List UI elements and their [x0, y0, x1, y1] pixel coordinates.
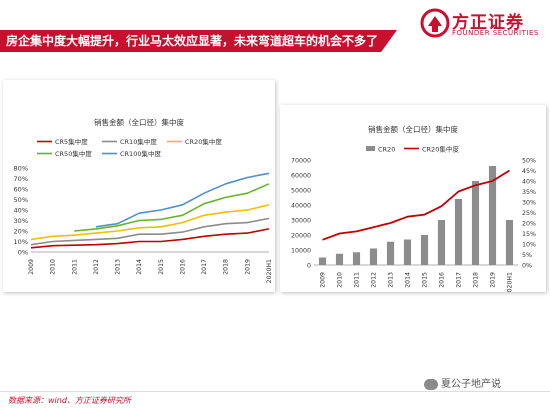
wechat-icon [424, 378, 438, 390]
y-tick-label: 0 [307, 263, 311, 270]
x-tick-label: 2020H1 [507, 272, 514, 292]
y-tick-label: 70000 [291, 158, 311, 165]
bar [505, 220, 514, 265]
y2-tick-label: 10% [522, 242, 536, 249]
series-line [74, 183, 270, 232]
legend-label: CR100集中度 [120, 149, 161, 158]
chart-title: 销售金额（全口径）集中度 [94, 117, 184, 127]
x-tick-label: 2009 [28, 259, 35, 275]
bar [420, 235, 429, 265]
x-tick-label: 2020H1 [266, 259, 273, 283]
y2-tick-label: 25% [522, 210, 536, 217]
x-tick-label: 2011 [71, 259, 78, 275]
founder-logo-icon [420, 8, 450, 38]
series-line [95, 172, 270, 228]
cr20-combo-chart: 销售金额（全口径）集中度 CR20 CR20集中度 0 10000 20000 30000 4… [280, 105, 546, 296]
series-line [30, 217, 270, 246]
series-line [30, 204, 270, 241]
y2-tick-label: 40% [522, 179, 536, 186]
legend-label: CR50集中度 [55, 149, 92, 158]
bar [403, 239, 412, 265]
x-tick-label: 2009 [320, 272, 327, 288]
x-tick-label: 2012 [371, 272, 378, 288]
x-tick-label: 2013 [115, 259, 122, 275]
bar [335, 253, 344, 265]
line-chart-svg: 销售金额（全口径）集中度 CR5集中度 CR10集中度 CR20集中度 CR50集中度 C… [14, 117, 273, 283]
x-tick-label: 2019 [244, 259, 251, 275]
y-tick-label: 10% [14, 238, 28, 246]
bar [454, 199, 463, 265]
title-banner [0, 30, 397, 52]
y-tick-label: 70% [14, 175, 28, 183]
x-tick-label: 2019 [490, 272, 497, 288]
logo-text-cn: 方正证券 [452, 13, 524, 33]
x-tick-label: 2015 [158, 259, 165, 275]
y-tick-label: 30000 [291, 218, 311, 225]
x-tick-label: 2010 [50, 259, 57, 275]
page-title: 房企集中度大幅提升，行业马太效应显著，未来弯道超车的机会不多了 [6, 34, 379, 48]
concentration-line-chart: 销售金额（全口径）集中度 CR5集中度 CR10集中度 CR20集中度 CR50集中度 C… [3, 80, 275, 292]
y2-tick-label: 0% [522, 263, 532, 270]
data-source-note: 数据来源：wind、方正证券研究所 [8, 396, 131, 405]
y-tick-label: 60% [14, 186, 28, 194]
y-tick-label: 40000 [291, 203, 311, 210]
x-tick-label: 2012 [93, 259, 100, 275]
series-line [30, 228, 270, 249]
bar [488, 166, 497, 265]
legend-label: CR5集中度 [55, 137, 88, 146]
x-tick-label: 2018 [473, 272, 480, 288]
x-tick-label: 2013 [388, 272, 395, 288]
legend-swatch [366, 146, 375, 151]
bar [369, 248, 378, 265]
y2-tick-label: 50% [522, 158, 536, 165]
bar [386, 241, 395, 265]
legend-label: CR20集中度 [185, 137, 222, 146]
bar [352, 252, 361, 265]
chart-title: 销售金额（全口径）集中度 [368, 124, 458, 134]
legend-label: CR20 [378, 146, 395, 154]
y-tick-label: 80% [14, 165, 28, 173]
y2-tick-label: 30% [522, 200, 536, 207]
bar [437, 220, 446, 265]
y-tick-label: 50% [14, 196, 28, 204]
legend-label: CR10集中度 [120, 137, 157, 146]
founder-logo: 方正证券 FOUNDER SECURITIES [420, 8, 545, 48]
x-tick-label: 2014 [405, 272, 412, 288]
watermark-text: 夏公子地产说 [441, 379, 501, 390]
y-tick-label: 0% [18, 249, 28, 257]
x-tick-label: 2017 [201, 259, 208, 275]
bar [318, 257, 327, 265]
y-tick-label: 50000 [291, 188, 311, 195]
bar [471, 181, 480, 265]
x-tick-label: 2010 [337, 272, 344, 288]
x-tick-label: 2015 [422, 272, 429, 288]
y-tick-label: 20% [14, 228, 28, 236]
x-tick-label: 2011 [354, 272, 361, 288]
x-tick-label: 2017 [456, 272, 463, 288]
x-tick-label: 2016 [179, 259, 186, 275]
y-tick-label: 20000 [291, 233, 311, 240]
y-tick-label: 10000 [291, 248, 311, 255]
y-tick-label: 30% [14, 217, 28, 225]
x-tick-label: 2018 [223, 259, 230, 275]
logo-text-en: FOUNDER SECURITIES [452, 29, 539, 37]
y2-tick-label: 5% [522, 252, 532, 259]
watermark: 夏公子地产说 [424, 375, 501, 390]
combo-chart-svg: 销售金额（全口径）集中度 CR20 CR20集中度 0 10000 20000 30000 4… [291, 124, 536, 296]
header: 房企集中度大幅提升，行业马太效应显著，未来弯道超车的机会不多了 方正证券 FOU… [0, 0, 550, 52]
series-line [322, 169, 510, 241]
x-tick-label: 2016 [439, 272, 446, 288]
x-tick-label: 2014 [136, 259, 143, 275]
y-tick-label: 40% [14, 207, 28, 215]
y2-tick-label: 15% [522, 231, 536, 238]
y2-tick-label: 45% [522, 168, 536, 175]
legend-label: CR20集中度 [422, 145, 459, 154]
y2-tick-label: 35% [522, 189, 536, 196]
y2-tick-label: 20% [522, 221, 536, 228]
footer-divider [0, 391, 550, 392]
y-tick-label: 60000 [291, 173, 311, 180]
